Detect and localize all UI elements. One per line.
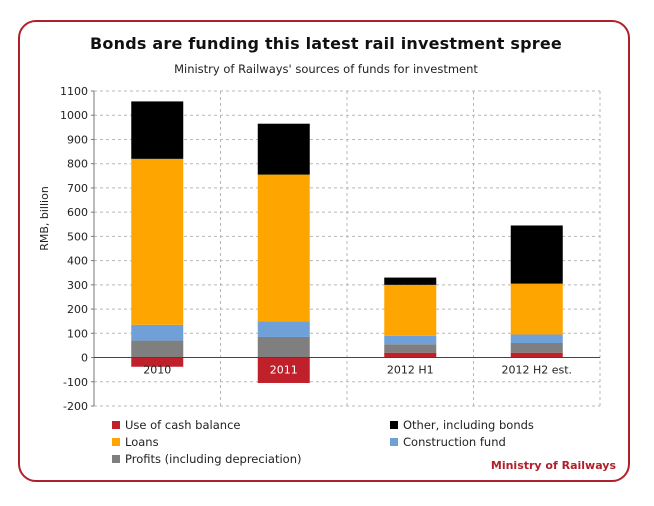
bar-segment	[510, 334, 563, 343]
legend-swatch	[390, 437, 398, 446]
bar-segment	[257, 357, 310, 383]
bar-segment	[510, 225, 563, 284]
bar-segment	[131, 357, 184, 367]
bar-segment	[510, 352, 563, 358]
bar-segment	[257, 123, 310, 175]
y-tick-label: 600	[67, 206, 88, 219]
legend-item: Construction fund	[390, 435, 506, 449]
y-axis-label: RMB, billion	[38, 186, 51, 251]
legend-item: Profits (including depreciation)	[112, 452, 301, 466]
legend-swatch	[112, 454, 120, 463]
legend-label: Profits (including depreciation)	[125, 452, 302, 466]
x-category-label: 2012 H1	[387, 364, 434, 377]
legend-item: Use of cash balance	[112, 418, 240, 432]
chart-subtitle: Ministry of Railways' sources of funds f…	[174, 62, 478, 76]
y-tick-label: 1100	[60, 85, 88, 98]
y-tick-label: 400	[67, 255, 88, 268]
chart-title: Bonds are funding this latest rail inves…	[90, 34, 562, 53]
bar-segment	[257, 174, 310, 322]
chart-plot: -200 -100 0 100 200 300 400 500 600 700 800 900 1000…	[38, 85, 601, 413]
chart-frame: Bonds are funding this latest rail inves…	[18, 20, 630, 482]
bar-segment	[384, 344, 437, 353]
y-tick-label: 300	[67, 279, 88, 292]
bar-segment	[131, 340, 184, 358]
bar-segment	[510, 343, 563, 353]
x-category-label: 2011	[270, 364, 298, 377]
y-tick-label: 200	[67, 303, 88, 316]
bar-segment	[131, 324, 184, 341]
bar-segment	[384, 277, 437, 285]
y-tick-label: -100	[63, 376, 88, 389]
bar-segment	[257, 321, 310, 337]
x-category-label: 2010	[143, 364, 171, 377]
legend-swatch	[390, 420, 398, 429]
legend-label: Construction fund	[403, 435, 506, 449]
bar-segment	[384, 352, 437, 358]
source-label: Ministry of Railways	[490, 459, 616, 472]
x-category-label: 2012 H2 est.	[501, 364, 572, 377]
legend-label: Other, including bonds	[403, 418, 534, 432]
legend-item: Loans	[112, 435, 159, 449]
y-tick-label: 700	[67, 182, 88, 195]
y-tick-label: 100	[67, 327, 88, 340]
legend-label: Use of cash balance	[125, 418, 241, 432]
y-tick-label: 900	[67, 133, 88, 146]
legend-item: Other, including bonds	[390, 418, 534, 432]
bar-segment	[384, 284, 437, 336]
legend-swatch	[112, 437, 120, 446]
y-tick-label: 0	[81, 352, 88, 365]
y-tick-label: 500	[67, 230, 88, 243]
bar-segment	[257, 336, 310, 358]
bar-segment	[131, 158, 184, 325]
legend-swatch	[112, 420, 120, 429]
y-tick-label: 1000	[60, 109, 88, 122]
bar-segment	[131, 101, 184, 159]
legend-label: Loans	[125, 435, 159, 449]
y-tick-label: -200	[63, 400, 88, 413]
bar-segment	[510, 283, 563, 335]
bar-segment	[384, 335, 437, 345]
y-tick-label: 800	[67, 158, 88, 171]
